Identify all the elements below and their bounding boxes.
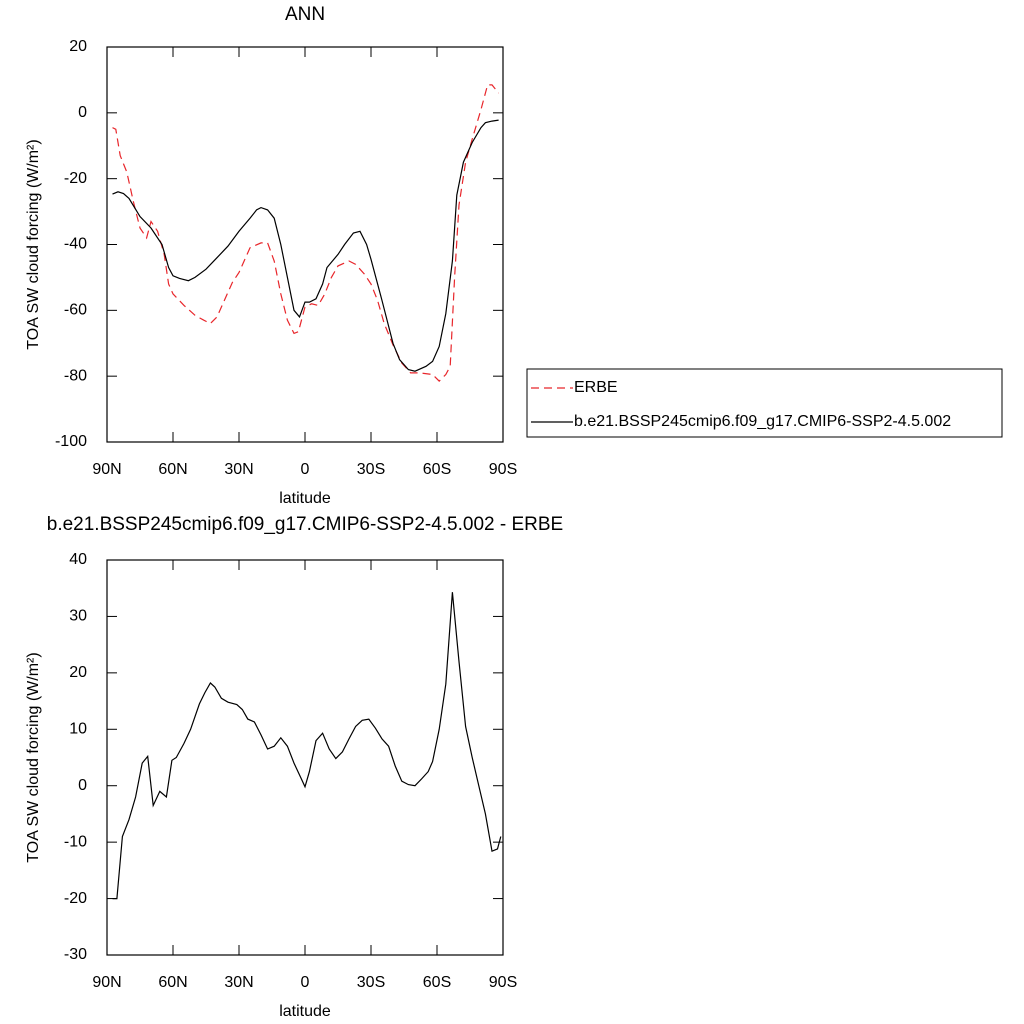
- chart: b.e21.BSSP245cmip6.f09_g17.CMIP6-SSP2-4.…: [25, 514, 563, 1020]
- x-tick-label: 0: [301, 461, 310, 478]
- x-axis-label: latitude: [279, 1003, 331, 1020]
- y-tick-label: 20: [69, 38, 87, 55]
- data-line: [112, 84, 500, 382]
- y-tick-label: -100: [55, 433, 87, 450]
- legend-label: b.e21.BSSP245cmip6.f09_g17.CMIP6-SSP2-4.…: [574, 413, 951, 430]
- y-tick-label: -80: [64, 367, 87, 384]
- x-tick-label: 30N: [224, 974, 253, 991]
- chart: ANN latitude TOA SW cloud forcing (W/m²) 90…: [25, 4, 1003, 507]
- x-tick-label: 60S: [423, 461, 451, 478]
- chart-title: b.e21.BSSP245cmip6.f09_g17.CMIP6-SSP2-4.…: [47, 514, 563, 535]
- x-tick-label: 30S: [357, 461, 385, 478]
- x-tick-label: 30N: [224, 461, 253, 478]
- y-tick-label: -20: [64, 170, 87, 187]
- data-line: [112, 592, 502, 900]
- x-tick-label: 90N: [92, 461, 121, 478]
- chart-title: ANN: [285, 4, 325, 25]
- legend-box: [526, 368, 1003, 438]
- x-tick-label: 60N: [158, 461, 187, 478]
- x-tick-label: 90S: [489, 461, 517, 478]
- y-tick-label: 40: [69, 551, 87, 568]
- y-tick-label: 20: [69, 664, 87, 681]
- data-line: [112, 119, 499, 372]
- x-tick-label: 90S: [489, 974, 517, 991]
- x-tick-label: 60N: [158, 974, 187, 991]
- x-tick-label: 30S: [357, 974, 385, 991]
- x-tick-label: 0: [301, 974, 310, 991]
- y-tick-label: 0: [78, 104, 87, 121]
- y-tick-label: 0: [78, 777, 87, 794]
- y-tick-label: 30: [69, 608, 87, 625]
- legend-label: ERBE: [574, 379, 618, 396]
- y-tick-label: -30: [64, 946, 87, 963]
- y-tick-label: -20: [64, 890, 87, 907]
- y-tick-label: -40: [64, 236, 87, 253]
- plot-frame: [106, 46, 504, 443]
- y-tick-label: 10: [69, 721, 87, 738]
- y-tick-label: -60: [64, 302, 87, 319]
- x-tick-label: 90N: [92, 974, 121, 991]
- y-axis-label: TOA SW cloud forcing (W/m²): [25, 652, 42, 862]
- legend: ERBE b.e21.BSSP245cmip6.f09_g17.CMIP6-SSP…: [526, 368, 1003, 438]
- x-axis-label: latitude: [279, 490, 331, 507]
- y-axis-label: TOA SW cloud forcing (W/m²): [25, 139, 42, 349]
- plot-frame: [106, 559, 504, 956]
- y-tick-label: -10: [64, 833, 87, 850]
- x-tick-label: 60S: [423, 974, 451, 991]
